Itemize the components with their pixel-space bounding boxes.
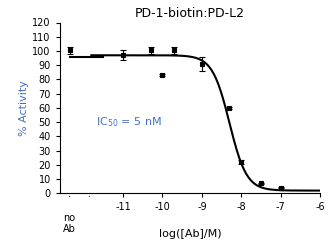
- Text: no
Ab: no Ab: [63, 213, 76, 234]
- Title: PD-1-biotin:PD-L2: PD-1-biotin:PD-L2: [135, 7, 245, 20]
- Y-axis label: % Activity: % Activity: [20, 80, 30, 136]
- X-axis label: log([Ab]/M): log([Ab]/M): [159, 229, 221, 239]
- Text: IC$_{50}$ = 5 nM: IC$_{50}$ = 5 nM: [96, 115, 162, 128]
